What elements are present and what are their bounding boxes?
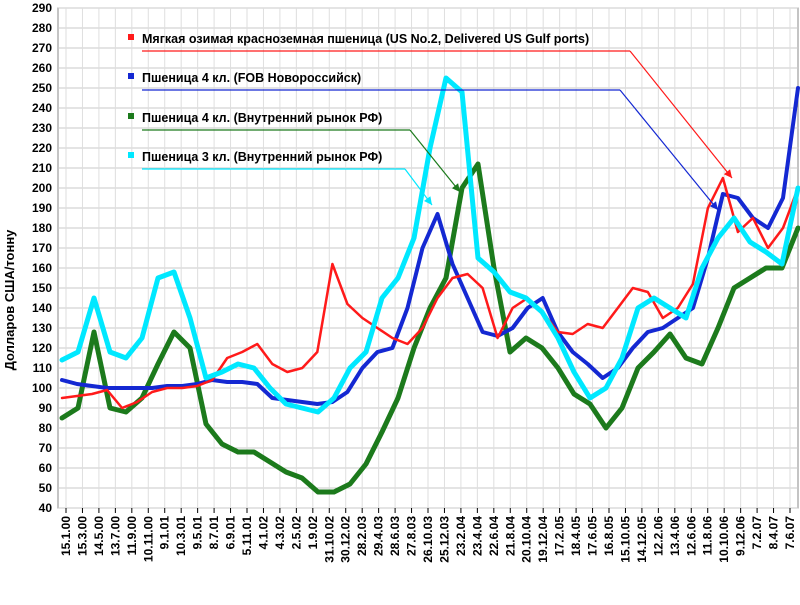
y-axis-ticks: 40 50 60 70 80 90 100 110 120 130 140 150 160 170 180 1…: [32, 1, 52, 515]
y-tick-label: 90: [39, 401, 53, 415]
x-tick-label: 7.2.07: [750, 516, 764, 550]
y-tick-label: 150: [32, 281, 52, 295]
x-tick-label: 12.6.06: [684, 516, 698, 556]
x-tick-label: 17.6.05: [586, 516, 600, 556]
x-tick-label: 23.4.04: [470, 516, 484, 556]
x-tick-label: 10.3.01: [174, 516, 188, 556]
x-tick-label: 15.3.00: [75, 516, 89, 556]
y-tick-label: 210: [32, 161, 52, 175]
x-tick-label: 4.3.02: [273, 516, 287, 550]
y-tick-label: 160: [32, 261, 52, 275]
y-tick-label: 170: [32, 241, 52, 255]
x-tick-label: 29.4.03: [372, 516, 386, 556]
x-tick-label: 9.5.01: [191, 516, 205, 550]
legend-swatch-3: [128, 113, 134, 119]
legend-swatch-4: [128, 152, 134, 158]
x-tick-label: 21.8.04: [503, 516, 517, 556]
y-tick-label: 60: [39, 461, 53, 475]
x-tick-label: 14.5.00: [92, 516, 106, 556]
x-tick-label: 13.4.06: [668, 516, 682, 556]
y-tick-label: 240: [32, 101, 52, 115]
x-tick-label: 28.6.03: [388, 516, 402, 556]
x-tick-label: 7.6.07: [783, 516, 797, 550]
x-tick-label: 8.4.07: [767, 516, 781, 550]
legend-label-1: Мягкая озимая красноземная пшеница (US N…: [142, 32, 589, 46]
x-tick-label: 1.9.02: [306, 516, 320, 550]
chart: 40 50 60 70 80 90 100 110 120 130 140 150 160 170 180 1…: [0, 0, 800, 600]
y-tick-label: 40: [39, 501, 53, 515]
y-tick-label: 80: [39, 421, 53, 435]
x-tick-label: 20.10.04: [520, 516, 534, 563]
y-tick-label: 140: [32, 301, 52, 315]
y-tick-label: 120: [32, 341, 52, 355]
x-tick-label: 8.7.01: [207, 516, 221, 550]
x-tick-label: 23.2.04: [454, 516, 468, 556]
x-axis-ticks: 15.1.00 15.3.00 14.5.00 13.7.00 11.9.00 10.11…: [59, 508, 797, 563]
x-tick-label: 10.10.06: [717, 516, 731, 563]
y-tick-label: 270: [32, 41, 52, 55]
legend-label-2: Пшеница 4 кл. (FOB Новороссийск): [142, 71, 361, 85]
y-tick-label: 70: [39, 441, 53, 455]
y-tick-label: 290: [32, 1, 52, 15]
x-tick-label: 4.1.02: [256, 516, 270, 550]
y-tick-label: 220: [32, 141, 52, 155]
legend-label-3: Пшеница 4 кл. (Внутренний рынок РФ): [142, 111, 382, 125]
x-tick-label: 22.6.04: [487, 516, 501, 556]
x-tick-label: 31.10.02: [322, 516, 336, 563]
legend-swatch-1: [128, 34, 134, 40]
x-tick-label: 11.9.00: [125, 516, 139, 556]
x-tick-label: 18.4.05: [569, 516, 583, 556]
y-tick-label: 180: [32, 221, 52, 235]
x-tick-label: 19.12.04: [536, 516, 550, 563]
y-tick-label: 280: [32, 21, 52, 35]
x-tick-label: 12.2.06: [651, 516, 665, 556]
x-tick-label: 2.5.02: [289, 516, 303, 550]
x-tick-label: 27.8.03: [405, 516, 419, 556]
x-tick-label: 13.7.00: [108, 516, 122, 556]
x-tick-label: 11.8.06: [701, 516, 715, 556]
x-tick-label: 9.1.01: [158, 516, 172, 550]
y-tick-label: 230: [32, 121, 52, 135]
x-tick-label: 26.10.03: [421, 516, 435, 563]
chart-svg: 40 50 60 70 80 90 100 110 120 130 140 150 160 170 180 1…: [0, 0, 800, 600]
y-tick-label: 200: [32, 181, 52, 195]
y-tick-label: 100: [32, 381, 52, 395]
x-tick-label: 15.1.00: [59, 516, 73, 556]
x-tick-label: 16.8.05: [602, 516, 616, 556]
y-tick-label: 250: [32, 81, 52, 95]
x-tick-label: 10.11.00: [141, 516, 155, 562]
y-axis-label: Долларов США/тонну: [2, 229, 17, 371]
legend-label-4: Пшеница 3 кл. (Внутренний рынок РФ): [142, 150, 382, 164]
x-tick-label: 5.11.01: [240, 516, 254, 556]
y-tick-label: 110: [33, 361, 53, 375]
x-tick-label: 6.9.01: [224, 516, 238, 550]
x-tick-label: 30.12.02: [339, 516, 353, 563]
y-tick-label: 260: [32, 61, 52, 75]
x-tick-label: 25.12.03: [437, 516, 451, 563]
legend-swatch-2: [128, 73, 134, 79]
x-tick-label: 17.2.05: [553, 516, 567, 556]
x-tick-label: 9.12.06: [734, 516, 748, 556]
y-tick-label: 50: [39, 481, 53, 495]
x-tick-label: 28.2.03: [355, 516, 369, 556]
y-tick-label: 190: [32, 201, 52, 215]
x-tick-label: 14.12.05: [635, 516, 649, 563]
x-tick-label: 15.10.05: [618, 516, 632, 563]
y-tick-label: 130: [32, 321, 52, 335]
